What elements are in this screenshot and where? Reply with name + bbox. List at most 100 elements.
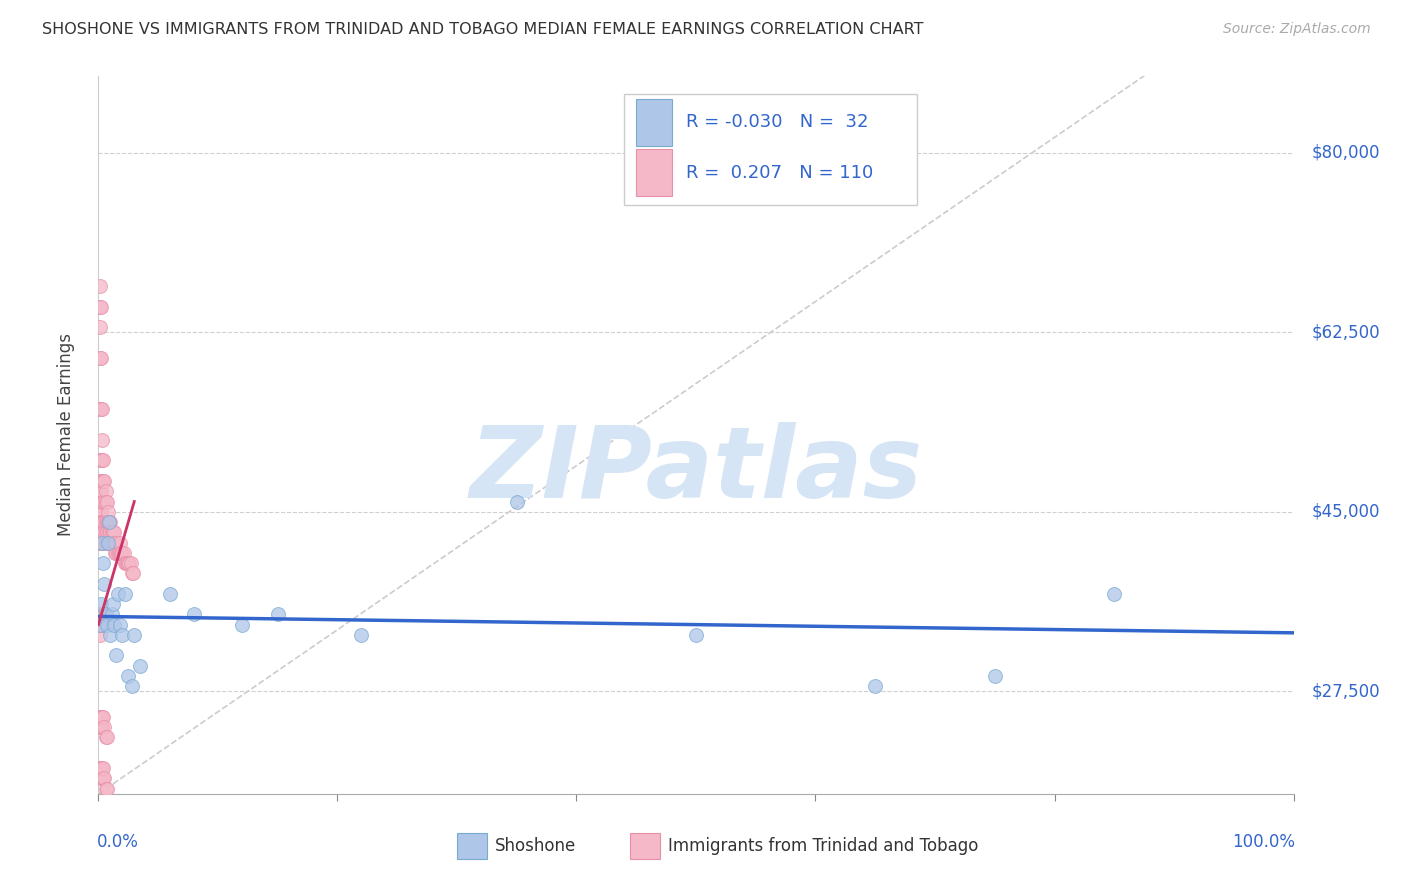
Point <box>506 494 529 508</box>
Point <box>103 617 125 632</box>
Point <box>111 546 134 560</box>
Point <box>865 679 887 693</box>
Point <box>91 556 114 570</box>
Point <box>96 494 118 508</box>
Text: Source: ZipAtlas.com: Source: ZipAtlas.com <box>1223 22 1371 37</box>
Point <box>89 279 111 293</box>
Point <box>91 433 114 447</box>
Point <box>114 556 136 570</box>
FancyBboxPatch shape <box>637 150 672 196</box>
Point <box>101 535 124 549</box>
Text: 100.0%: 100.0% <box>1232 833 1295 851</box>
Point <box>89 617 111 632</box>
Point <box>98 525 121 540</box>
Point <box>117 556 139 570</box>
Point <box>91 720 114 734</box>
Point <box>94 494 117 508</box>
Point <box>93 576 115 591</box>
Point <box>350 628 373 642</box>
Point <box>89 535 111 549</box>
Point <box>115 556 138 570</box>
Text: Shoshone: Shoshone <box>495 837 576 855</box>
Point <box>100 535 122 549</box>
Point <box>91 402 114 417</box>
Point <box>93 720 115 734</box>
Point <box>90 484 112 499</box>
Point <box>104 535 127 549</box>
Point <box>122 566 145 581</box>
Point <box>96 515 118 529</box>
Point <box>91 772 114 786</box>
Point <box>118 556 141 570</box>
Point <box>89 402 111 417</box>
Point <box>96 731 118 745</box>
FancyBboxPatch shape <box>457 832 486 858</box>
Point <box>89 320 111 334</box>
Point <box>97 535 120 549</box>
Point <box>98 515 121 529</box>
Point <box>91 474 114 488</box>
Point <box>90 535 112 549</box>
Point <box>94 525 117 540</box>
Point <box>89 761 111 775</box>
Point <box>93 474 115 488</box>
Point <box>89 484 111 499</box>
Point <box>89 453 111 467</box>
FancyBboxPatch shape <box>624 94 917 205</box>
Point <box>90 505 112 519</box>
Point <box>107 587 129 601</box>
Point <box>129 658 152 673</box>
Point <box>108 546 131 560</box>
Point <box>120 556 142 570</box>
Point <box>89 617 111 632</box>
Point <box>104 546 127 560</box>
Point <box>89 710 111 724</box>
Point <box>91 607 114 622</box>
Point <box>107 546 129 560</box>
Text: $80,000: $80,000 <box>1312 144 1379 161</box>
Point <box>89 505 111 519</box>
Point <box>105 546 128 560</box>
Point <box>90 761 112 775</box>
Point <box>90 453 112 467</box>
Text: R =  0.207   N = 110: R = 0.207 N = 110 <box>686 164 873 182</box>
Point <box>89 720 111 734</box>
Point <box>93 772 115 786</box>
Point <box>231 617 253 632</box>
Point <box>91 710 114 724</box>
Point <box>103 525 125 540</box>
Point <box>93 515 115 529</box>
Point <box>94 484 117 499</box>
Point <box>121 566 143 581</box>
Point <box>89 772 111 786</box>
Point <box>91 453 114 467</box>
Point <box>98 515 121 529</box>
Point <box>89 607 111 622</box>
Point <box>685 628 707 642</box>
Point <box>117 669 139 683</box>
Point <box>105 648 128 663</box>
Point <box>89 525 111 540</box>
Point <box>107 546 129 560</box>
Point <box>93 494 115 508</box>
Point <box>98 535 121 549</box>
Text: R = -0.030   N =  32: R = -0.030 N = 32 <box>686 113 869 131</box>
Point <box>90 617 112 632</box>
Point <box>96 525 118 540</box>
Point <box>1104 587 1126 601</box>
Point <box>124 628 146 642</box>
Point <box>91 761 114 775</box>
FancyBboxPatch shape <box>637 99 672 145</box>
Point <box>89 351 111 365</box>
Point <box>90 351 112 365</box>
Point <box>91 474 114 488</box>
Point <box>91 453 114 467</box>
Point <box>93 607 115 622</box>
Point <box>267 607 290 622</box>
Point <box>90 597 112 611</box>
Text: Immigrants from Trinidad and Tobago: Immigrants from Trinidad and Tobago <box>668 837 979 855</box>
Point <box>90 515 112 529</box>
Point <box>90 525 112 540</box>
Point <box>91 535 114 549</box>
Point <box>89 474 111 488</box>
